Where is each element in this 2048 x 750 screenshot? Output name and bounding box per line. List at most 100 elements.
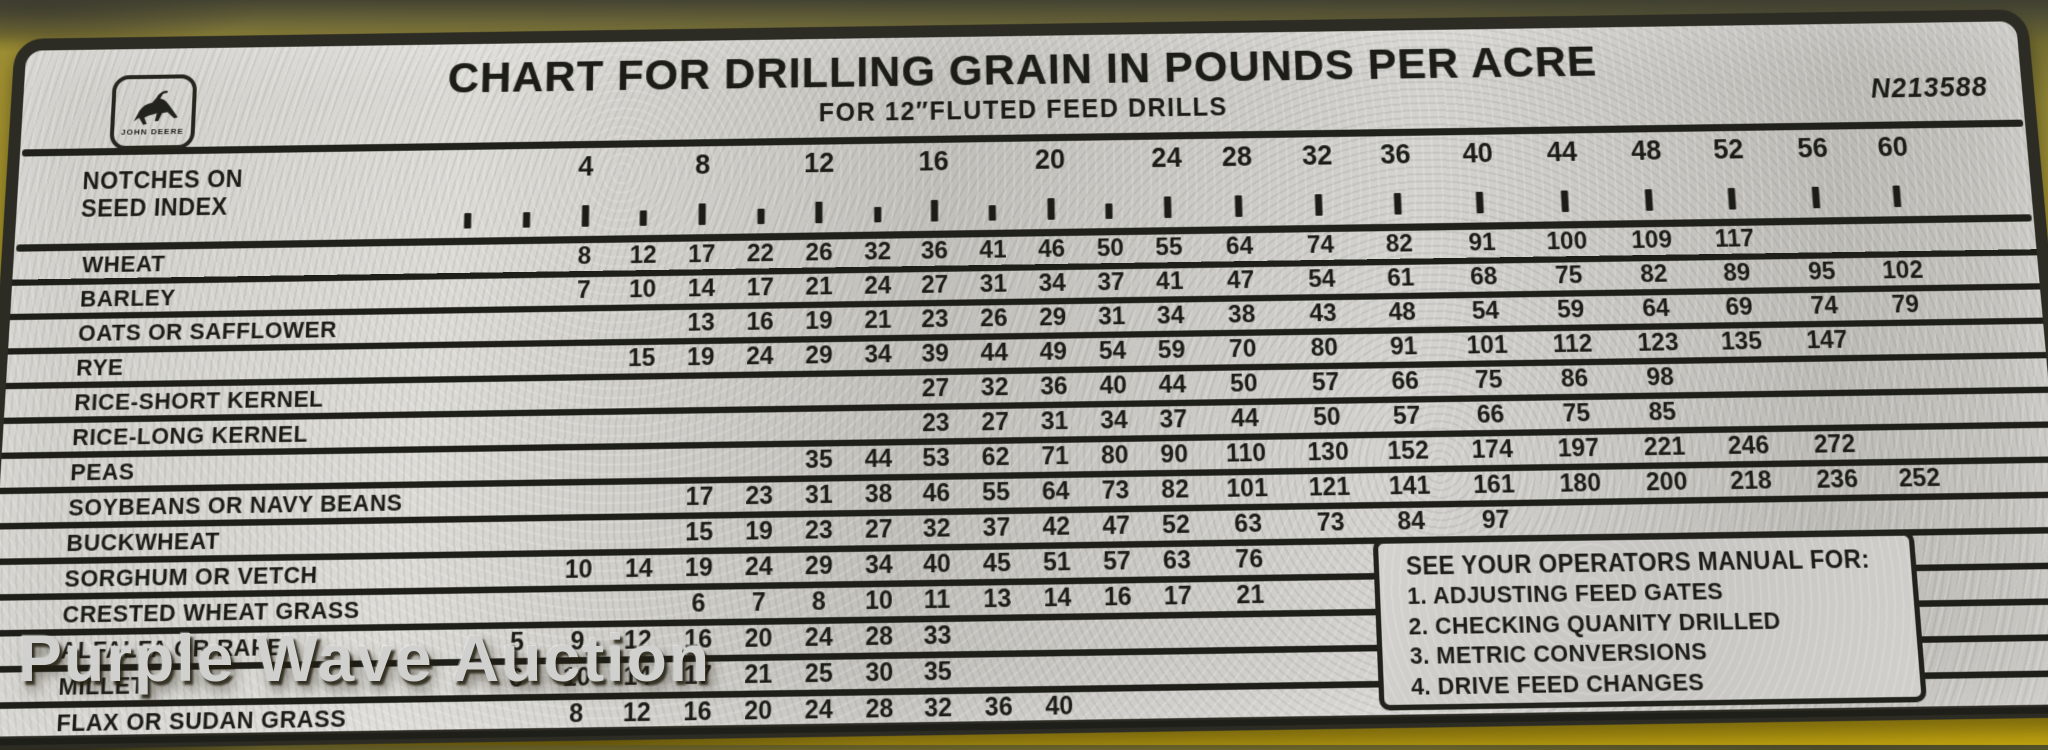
value-cell: 91 bbox=[1467, 228, 1497, 257]
value-cell: 44 bbox=[1158, 370, 1187, 400]
value-cell: 33 bbox=[923, 620, 952, 651]
axis-tick bbox=[1105, 203, 1114, 219]
axis-tick bbox=[1811, 186, 1821, 209]
value-cell: 49 bbox=[1039, 337, 1068, 367]
value-cell: 21 bbox=[805, 272, 833, 301]
axis-tick bbox=[1476, 191, 1485, 214]
axis-tick bbox=[522, 212, 531, 228]
value-cell: 6 bbox=[691, 588, 706, 619]
value-cell: 57 bbox=[1392, 401, 1421, 431]
note-items: 1. ADJUSTING FEED GATES 2. CHECKING QUANI… bbox=[1407, 573, 1921, 701]
axis-number: 12 bbox=[803, 147, 835, 179]
value-cell: 46 bbox=[922, 478, 951, 508]
value-cell: 57 bbox=[1102, 546, 1132, 577]
auction-watermark: Purple Wave Auction bbox=[18, 621, 712, 695]
value-cell: 80 bbox=[1310, 333, 1339, 363]
axis-tick bbox=[1645, 189, 1654, 211]
value-cell: 39 bbox=[921, 339, 950, 368]
crop-label: OATS OR SAFFLOWER bbox=[77, 316, 338, 347]
crop-label: RICE-LONG KERNEL bbox=[71, 420, 309, 451]
axis-tick bbox=[756, 208, 765, 225]
value-cell: 48 bbox=[1387, 297, 1417, 327]
value-cell: 17 bbox=[1163, 581, 1193, 611]
value-cell: 75 bbox=[1561, 398, 1591, 428]
value-cell: 10 bbox=[564, 554, 593, 585]
value-cell: 62 bbox=[981, 442, 1010, 472]
axis-number: 24 bbox=[1151, 142, 1183, 174]
axis-number: 4 bbox=[578, 151, 594, 182]
value-cell: 57 bbox=[1311, 367, 1340, 397]
decal-masthead: JOHN DEERE CHART FOR DRILLING GRAIN IN P… bbox=[20, 21, 2024, 151]
value-cell: 21 bbox=[744, 659, 773, 690]
axis-tick bbox=[1047, 198, 1055, 220]
axis-number: 60 bbox=[1876, 131, 1910, 163]
value-cell: 100 bbox=[1545, 227, 1589, 256]
value-cell: 44 bbox=[1230, 403, 1260, 433]
value-cell: 59 bbox=[1556, 295, 1586, 324]
value-cell: 31 bbox=[979, 269, 1008, 299]
crop-label: SORGHUM OR VETCH bbox=[63, 561, 319, 593]
value-cell: 35 bbox=[923, 656, 952, 687]
crop-label: BUCKWHEAT bbox=[65, 527, 221, 557]
value-cell: 27 bbox=[981, 407, 1010, 437]
value-cell: 272 bbox=[1812, 429, 1857, 459]
value-cell: 26 bbox=[980, 304, 1008, 333]
value-cell: 75 bbox=[1474, 365, 1504, 395]
value-cell: 109 bbox=[1630, 225, 1673, 255]
axis-number: 40 bbox=[1461, 137, 1494, 169]
value-cell: 86 bbox=[1560, 364, 1589, 393]
value-cell: 15 bbox=[627, 343, 656, 373]
value-cell: 10 bbox=[865, 585, 894, 616]
value-cell: 27 bbox=[921, 373, 950, 403]
value-cell: 40 bbox=[922, 549, 951, 579]
crop-label: RYE bbox=[75, 353, 125, 381]
value-cell: 54 bbox=[1307, 264, 1336, 294]
value-cell: 37 bbox=[982, 512, 1011, 543]
drilling-chart-decal: JOHN DEERE CHART FOR DRILLING GRAIN IN P… bbox=[0, 9, 2048, 750]
value-cell: 20 bbox=[744, 695, 773, 727]
value-cell: 27 bbox=[864, 514, 893, 545]
value-cell: 32 bbox=[922, 513, 951, 544]
value-cell: 50 bbox=[1312, 402, 1342, 432]
value-cell: 82 bbox=[1639, 259, 1669, 289]
axis-number: 48 bbox=[1630, 135, 1663, 167]
value-cell: 19 bbox=[686, 342, 715, 372]
value-cell: 13 bbox=[983, 584, 1012, 614]
value-cell: 161 bbox=[1472, 469, 1516, 500]
crop-label: BARLEY bbox=[79, 284, 177, 312]
value-cell: 55 bbox=[1154, 233, 1183, 262]
value-cell: 45 bbox=[982, 548, 1012, 578]
value-cell: 24 bbox=[744, 552, 773, 582]
value-cell: 12 bbox=[622, 697, 652, 728]
value-cell: 19 bbox=[745, 516, 773, 547]
john-deere-logo: JOHN DEERE bbox=[109, 74, 198, 151]
value-cell: 74 bbox=[1809, 291, 1839, 320]
axis-tick bbox=[698, 203, 706, 226]
value-cell: 29 bbox=[805, 341, 833, 370]
value-cell: 135 bbox=[1720, 327, 1763, 356]
value-cell: 141 bbox=[1388, 471, 1431, 501]
value-cell: 19 bbox=[684, 552, 713, 583]
value-cell: 63 bbox=[1162, 545, 1192, 576]
value-cell: 55 bbox=[982, 477, 1011, 507]
value-cell: 117 bbox=[1713, 224, 1756, 253]
axis-tick bbox=[581, 205, 589, 227]
value-cell: 23 bbox=[805, 515, 833, 546]
value-cell: 197 bbox=[1556, 433, 1600, 463]
value-cell: 51 bbox=[1042, 547, 1072, 578]
value-cell: 89 bbox=[1722, 258, 1752, 287]
axis-caption-line1: NOTCHES ON bbox=[81, 165, 244, 195]
value-cell: 37 bbox=[1097, 268, 1125, 297]
axis-number: 28 bbox=[1221, 141, 1253, 173]
axis-number: 52 bbox=[1712, 133, 1745, 165]
value-cell: 19 bbox=[805, 306, 833, 336]
value-cell: 30 bbox=[865, 657, 894, 688]
axis-tick bbox=[930, 199, 938, 222]
value-cell: 24 bbox=[864, 271, 892, 300]
value-cell: 8 bbox=[811, 586, 826, 617]
axis-tick bbox=[464, 213, 472, 229]
axis-tick bbox=[1234, 195, 1243, 217]
axis-number: 8 bbox=[694, 149, 711, 181]
value-cell: 95 bbox=[1807, 257, 1837, 286]
part-number: N213588 bbox=[1869, 71, 1989, 104]
